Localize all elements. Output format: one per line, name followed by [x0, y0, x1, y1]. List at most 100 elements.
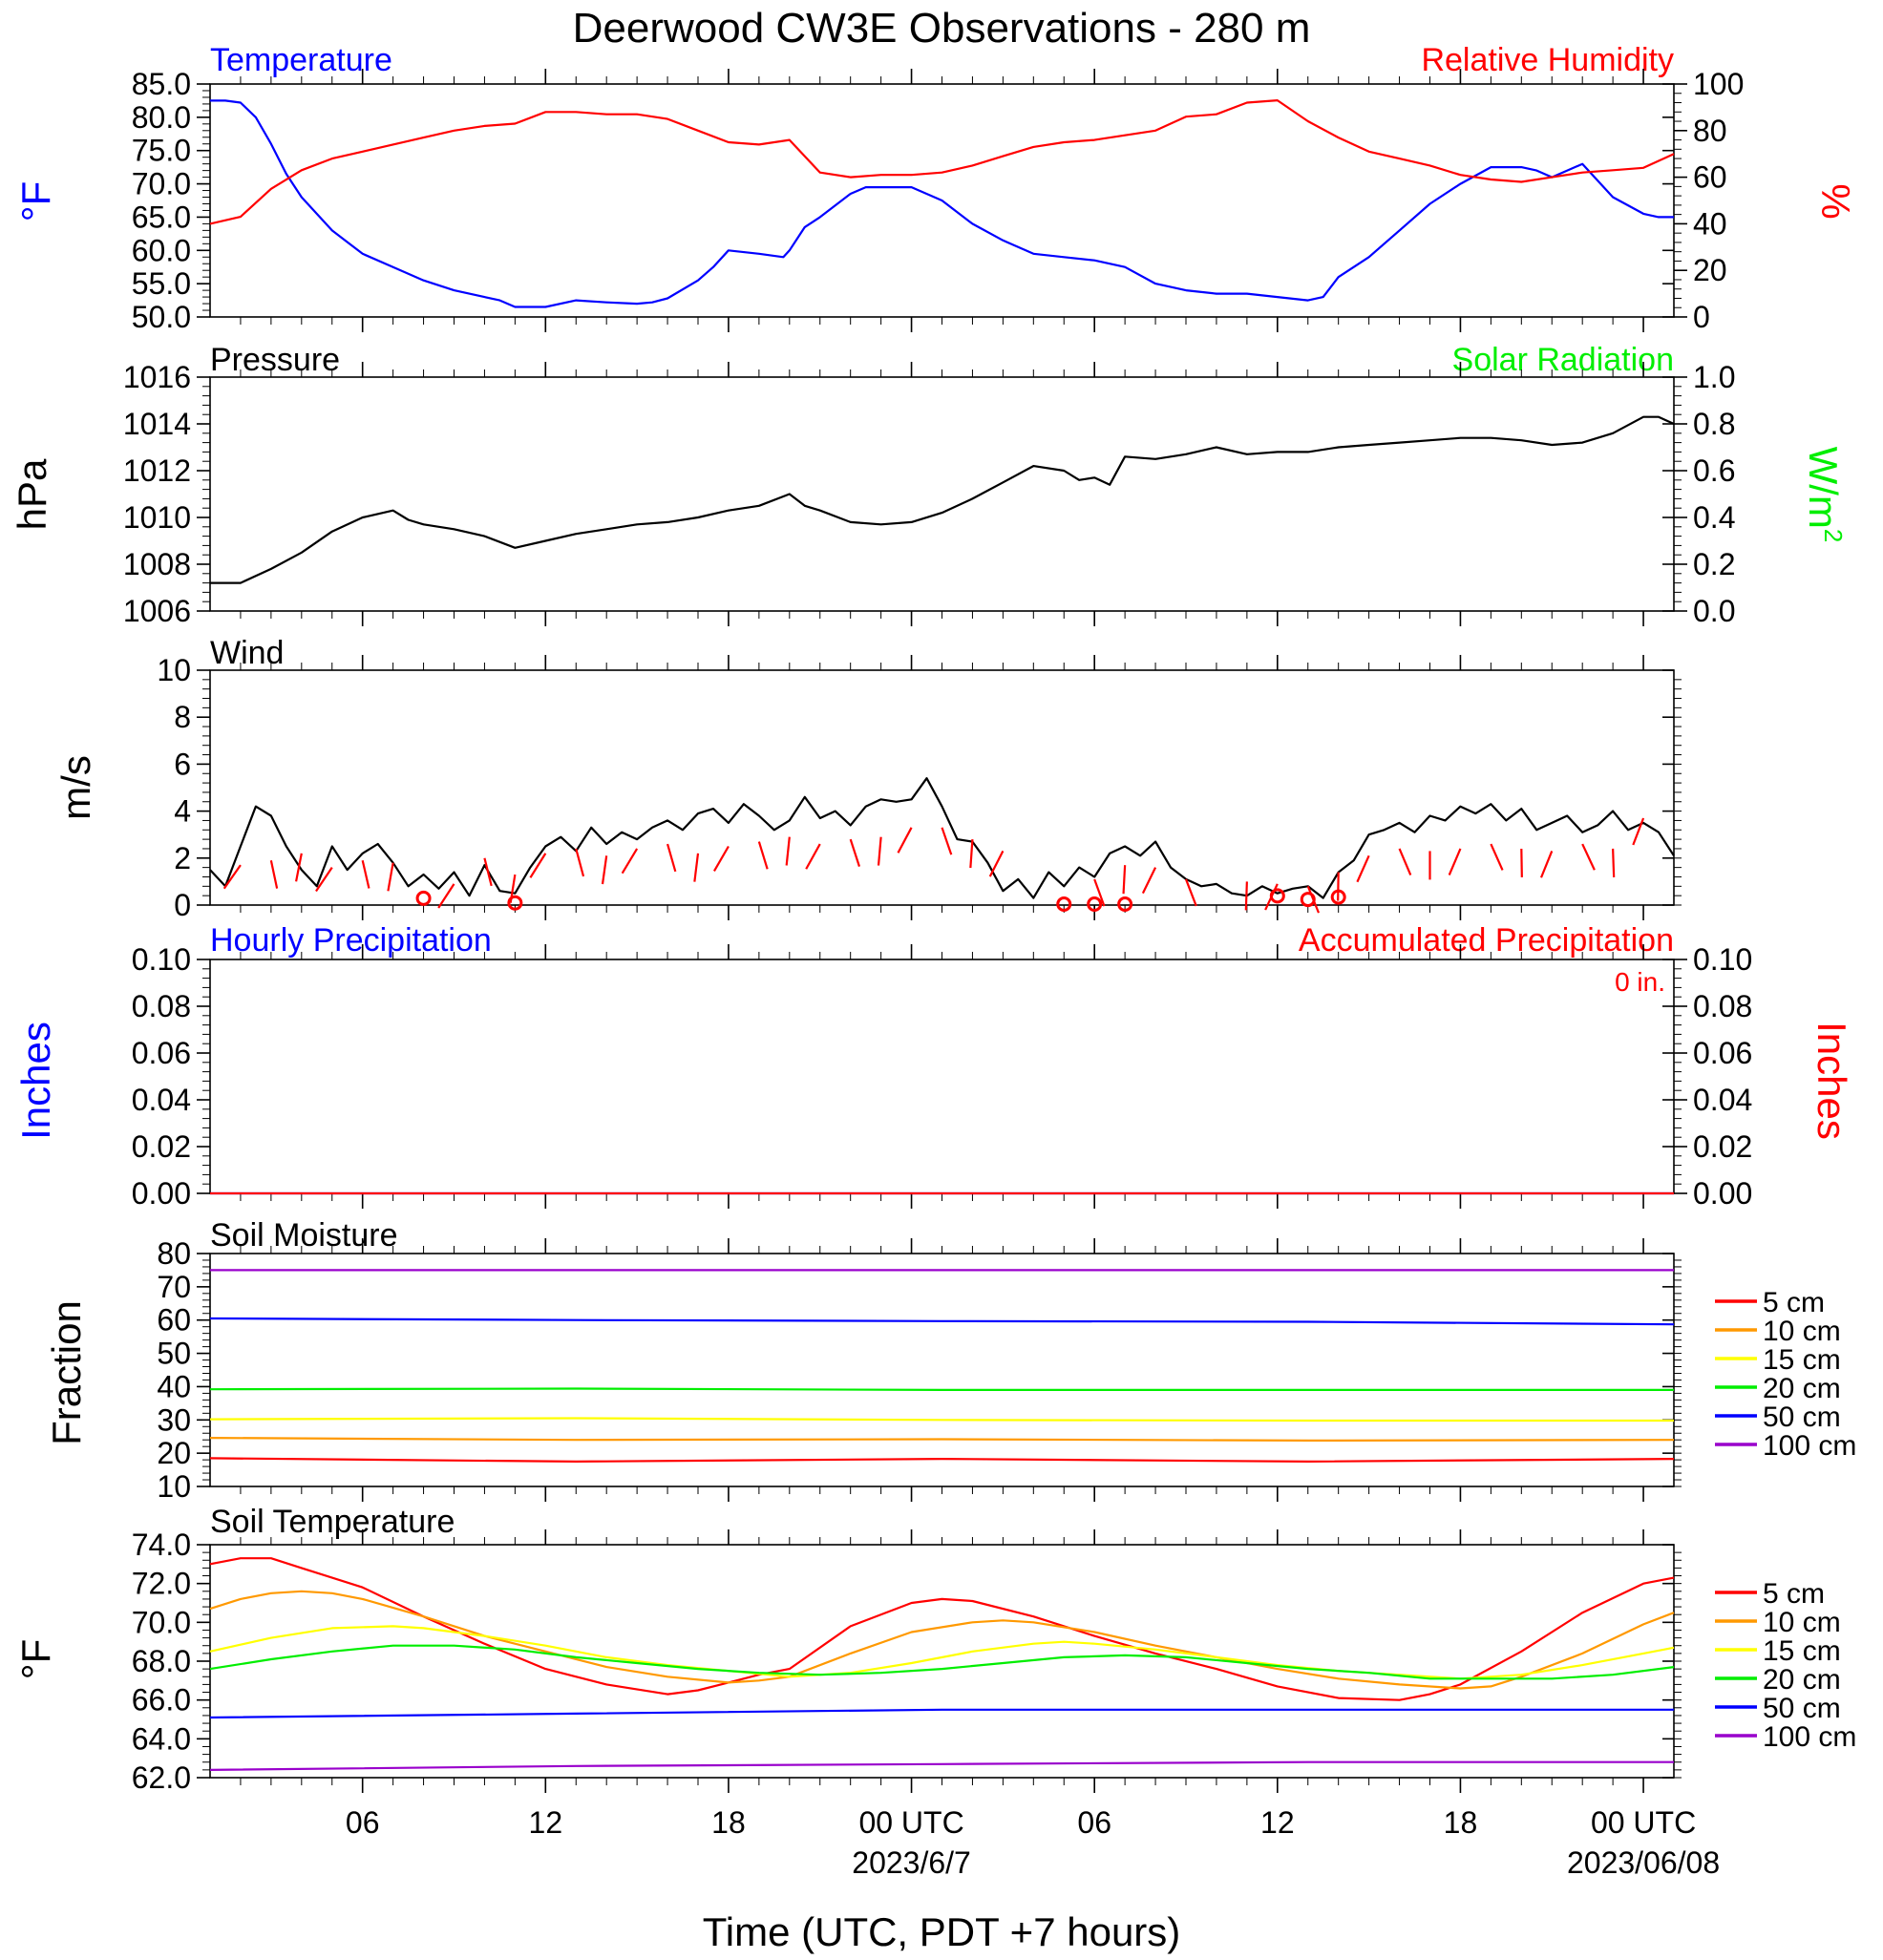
x-tick-label: 00 UTC	[1591, 1805, 1696, 1840]
panel3-left-ylabel: m/s	[53, 755, 98, 820]
x-tick-label: 18	[711, 1805, 746, 1840]
series-line-5-cm	[209, 1457, 1675, 1464]
y-tick-label-left: 85.0	[132, 67, 191, 101]
panel1-left-title: Temperature	[210, 42, 392, 78]
x-tick-label: 06	[346, 1805, 380, 1840]
y-tick-label-left: 1016	[123, 360, 191, 394]
panel2-right-ylabel-base: W/m	[1801, 447, 1846, 529]
x-date-label: 2023/6/7	[852, 1845, 971, 1880]
y-tick-label-right: 0.00	[1693, 1176, 1752, 1211]
wind-barb	[529, 853, 547, 878]
legend-label: 100 cm	[1763, 1430, 1856, 1462]
wind-barb	[805, 843, 821, 870]
calm-wind-marker	[1330, 889, 1346, 905]
series-line-50-cm	[209, 1317, 1675, 1326]
legend-label: 15 cm	[1763, 1635, 1841, 1667]
y-tick-label-right: 1.0	[1693, 360, 1735, 394]
series-line-50-cm	[209, 1708, 1674, 1719]
panel-frame	[209, 376, 1675, 612]
y-tick-label-left: 80	[157, 1236, 191, 1271]
y-tick-label-right: 0	[1693, 300, 1710, 334]
panel4-left-ylabel: Inches	[13, 1022, 58, 1140]
series-line-10-cm	[209, 1590, 1675, 1690]
y-tick-label-left: 1006	[123, 594, 191, 628]
y-tick-label-left: 72.0	[132, 1567, 191, 1601]
y-tick-label-right: 0.06	[1693, 1036, 1752, 1070]
panel1-right-title: Relative Humidity	[1421, 42, 1674, 78]
wind-barb	[1520, 848, 1523, 877]
y-tick-label-left: 10	[157, 1469, 191, 1504]
wind-barb	[387, 862, 394, 892]
panel-pressure-solar: Pressure Solar Radiation hPa W/m2	[10, 342, 1848, 542]
y-tick-label-right: 0.4	[1693, 500, 1735, 535]
panel-soil-moisture: Soil Moisture Fraction	[44, 1217, 398, 1445]
y-tick-label-right: 0.0	[1693, 594, 1735, 628]
y-tick-label-left: 2	[174, 841, 191, 875]
panel3-left-title: Wind	[210, 635, 284, 671]
y-tick-label-right: 0.8	[1693, 407, 1735, 441]
wind-barb	[941, 827, 953, 855]
y-tick-label-left: 60.0	[132, 233, 191, 267]
y-tick-label-right: 0.04	[1693, 1083, 1752, 1117]
y-tick-label-right: 0.6	[1693, 453, 1735, 488]
wind-barb	[269, 860, 279, 889]
wind-barb	[1184, 878, 1197, 907]
y-tick-label-left: 20	[157, 1436, 191, 1470]
panel1-right-ylabel: %	[1813, 183, 1858, 219]
panel-frame	[209, 1253, 1675, 1487]
y-tick-label-left: 70.0	[132, 1605, 191, 1639]
y-tick-label-left: 64.0	[132, 1721, 191, 1756]
y-tick-label-left: 0.02	[132, 1129, 191, 1164]
wind-barb	[1093, 878, 1106, 907]
series-line-15-cm	[209, 1625, 1675, 1680]
panel2-left-title: Pressure	[210, 342, 340, 378]
figure-title: Deerwood CW3E Observations - 280 m	[573, 5, 1311, 52]
calm-wind-marker	[507, 895, 523, 911]
wind-barb	[693, 853, 700, 882]
panel-frame	[209, 1544, 1675, 1779]
y-tick-label-left: 0	[174, 888, 191, 922]
wind-barb	[897, 827, 913, 854]
x-axis-label: Time (UTC, PDT +7 hours)	[703, 1909, 1181, 1954]
panel-precipitation: Hourly Precipitation Accumulated Precipi…	[13, 922, 1854, 1140]
legend-label: 10 cm	[1763, 1607, 1841, 1638]
legend-label: 50 cm	[1763, 1402, 1841, 1433]
y-tick-label-left: 8	[174, 700, 191, 734]
y-tick-label-left: 70	[157, 1270, 191, 1304]
y-tick-label-left: 50	[157, 1337, 191, 1371]
series-line-black	[209, 777, 1675, 899]
legend-label: 50 cm	[1763, 1693, 1841, 1724]
y-tick-label-left: 1010	[123, 500, 191, 535]
legend-label: 20 cm	[1763, 1664, 1841, 1696]
y-tick-label-left: 68.0	[132, 1644, 191, 1678]
x-tick-label: 18	[1444, 1805, 1478, 1840]
wind-barb	[849, 838, 861, 867]
wind-barb	[295, 853, 303, 882]
series-line-20-cm	[209, 1644, 1675, 1680]
wind-barb	[785, 836, 791, 866]
wind-barb	[621, 848, 639, 875]
wind-barb	[222, 864, 242, 890]
wind-barb	[1244, 881, 1248, 911]
y-tick-label-right: 0.08	[1693, 989, 1752, 1023]
panel6-left-title: Soil Temperature	[210, 1504, 455, 1540]
wind-barb	[1539, 851, 1554, 878]
legend-label: 20 cm	[1763, 1373, 1841, 1404]
y-tick-label-left: 80.0	[132, 100, 191, 135]
y-tick-label-left: 60	[157, 1303, 191, 1338]
wind-barb	[666, 843, 677, 873]
x-date-label: 2023/06/08	[1567, 1845, 1720, 1880]
svg-text:W/m2: W/m2	[1801, 447, 1848, 543]
series-line-black	[210, 415, 1675, 584]
y-tick-label-left: 0.00	[132, 1176, 191, 1211]
y-tick-label-right: 0.02	[1693, 1129, 1752, 1164]
y-tick-label-left: 30	[157, 1402, 191, 1437]
wind-barb	[437, 883, 455, 909]
y-tick-label-left: 10	[157, 653, 191, 687]
wind-barb	[712, 845, 730, 873]
y-tick-label-right: 100	[1693, 67, 1744, 101]
panel4-right-title: Accumulated Precipitation	[1299, 922, 1674, 959]
legend-label: 5 cm	[1763, 1287, 1825, 1318]
calm-wind-marker	[1056, 896, 1072, 912]
panel-wind: Wind m/s	[53, 635, 284, 820]
